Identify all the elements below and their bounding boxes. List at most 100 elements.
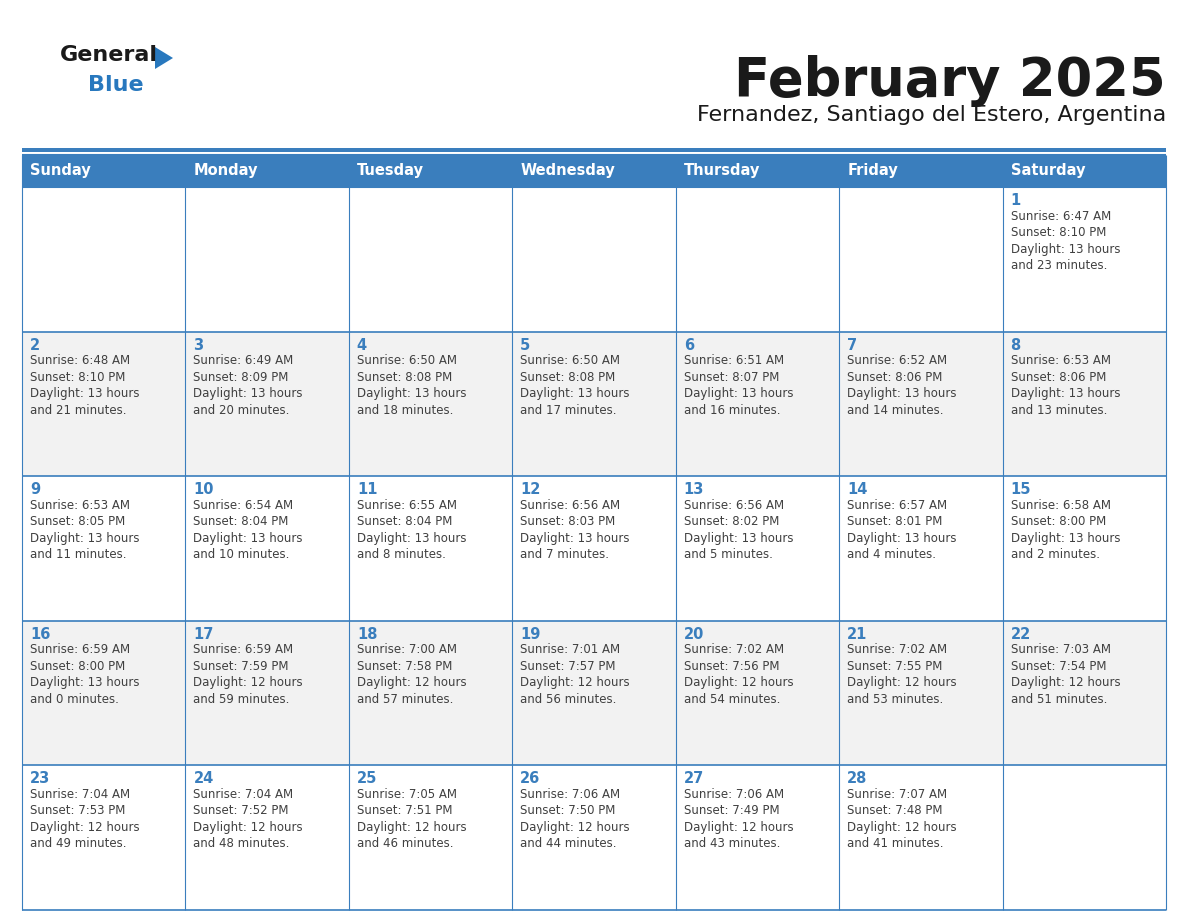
Text: Sunset: 8:02 PM: Sunset: 8:02 PM: [684, 515, 779, 528]
Text: 25: 25: [356, 771, 378, 787]
Text: Daylight: 12 hours: Daylight: 12 hours: [30, 821, 140, 834]
Text: Sunrise: 6:53 AM: Sunrise: 6:53 AM: [1011, 354, 1111, 367]
Text: Saturday: Saturday: [1011, 163, 1085, 178]
Text: and 57 minutes.: and 57 minutes.: [356, 693, 454, 706]
Text: Sunset: 7:55 PM: Sunset: 7:55 PM: [847, 660, 942, 673]
Text: Sunset: 7:54 PM: Sunset: 7:54 PM: [1011, 660, 1106, 673]
Text: 28: 28: [847, 771, 867, 787]
Text: 7: 7: [847, 338, 858, 353]
Text: and 43 minutes.: and 43 minutes.: [684, 837, 781, 850]
Text: Sunset: 8:05 PM: Sunset: 8:05 PM: [30, 515, 125, 528]
Text: and 41 minutes.: and 41 minutes.: [847, 837, 943, 850]
Text: Sunday: Sunday: [30, 163, 90, 178]
Text: and 21 minutes.: and 21 minutes.: [30, 404, 126, 417]
Text: Sunrise: 7:04 AM: Sunrise: 7:04 AM: [194, 788, 293, 800]
Text: and 53 minutes.: and 53 minutes.: [847, 693, 943, 706]
Bar: [185, 155, 349, 187]
Text: Sunrise: 6:57 AM: Sunrise: 6:57 AM: [847, 498, 947, 511]
Text: Sunset: 8:09 PM: Sunset: 8:09 PM: [194, 371, 289, 384]
Bar: [1003, 155, 1165, 187]
Text: Sunset: 7:51 PM: Sunset: 7:51 PM: [356, 804, 453, 817]
Text: Sunset: 8:10 PM: Sunset: 8:10 PM: [30, 371, 126, 384]
Text: and 54 minutes.: and 54 minutes.: [684, 693, 781, 706]
Text: 1: 1: [1011, 193, 1020, 208]
Text: Friday: Friday: [847, 163, 898, 178]
Text: 15: 15: [1011, 482, 1031, 498]
Text: Wednesday: Wednesday: [520, 163, 615, 178]
Text: 10: 10: [194, 482, 214, 498]
Bar: [23, 331, 185, 476]
Text: 14: 14: [847, 482, 867, 498]
Text: and 14 minutes.: and 14 minutes.: [847, 404, 943, 417]
Text: and 46 minutes.: and 46 minutes.: [356, 837, 454, 850]
Text: Sunrise: 6:52 AM: Sunrise: 6:52 AM: [847, 354, 947, 367]
Text: Daylight: 12 hours: Daylight: 12 hours: [1011, 677, 1120, 689]
Bar: [349, 476, 512, 621]
Bar: [676, 331, 839, 476]
Text: Daylight: 13 hours: Daylight: 13 hours: [684, 387, 794, 400]
Text: 24: 24: [194, 771, 214, 787]
Bar: [512, 331, 676, 476]
Text: 20: 20: [684, 627, 704, 642]
Text: Sunset: 7:48 PM: Sunset: 7:48 PM: [847, 804, 942, 817]
Text: 2: 2: [30, 338, 40, 353]
Bar: [185, 621, 349, 766]
Text: Sunset: 7:57 PM: Sunset: 7:57 PM: [520, 660, 615, 673]
Text: 22: 22: [1011, 627, 1031, 642]
Bar: [23, 187, 185, 331]
Text: Sunrise: 7:00 AM: Sunrise: 7:00 AM: [356, 644, 457, 656]
Text: Sunrise: 6:59 AM: Sunrise: 6:59 AM: [194, 644, 293, 656]
Bar: [839, 155, 1003, 187]
Text: and 56 minutes.: and 56 minutes.: [520, 693, 617, 706]
Text: Sunrise: 7:04 AM: Sunrise: 7:04 AM: [30, 788, 131, 800]
Text: and 0 minutes.: and 0 minutes.: [30, 693, 119, 706]
Text: Daylight: 12 hours: Daylight: 12 hours: [847, 821, 956, 834]
Text: Sunrise: 7:02 AM: Sunrise: 7:02 AM: [847, 644, 947, 656]
Text: Sunset: 8:04 PM: Sunset: 8:04 PM: [356, 515, 453, 528]
Bar: [839, 476, 1003, 621]
Text: Sunset: 8:08 PM: Sunset: 8:08 PM: [356, 371, 453, 384]
Text: Daylight: 13 hours: Daylight: 13 hours: [30, 387, 139, 400]
Text: Monday: Monday: [194, 163, 258, 178]
Bar: [512, 621, 676, 766]
Bar: [839, 331, 1003, 476]
Text: and 16 minutes.: and 16 minutes.: [684, 404, 781, 417]
Text: 13: 13: [684, 482, 704, 498]
Text: Sunset: 8:06 PM: Sunset: 8:06 PM: [1011, 371, 1106, 384]
Text: 19: 19: [520, 627, 541, 642]
Text: 11: 11: [356, 482, 378, 498]
Text: Daylight: 13 hours: Daylight: 13 hours: [847, 387, 956, 400]
Text: Blue: Blue: [88, 75, 144, 95]
Bar: [676, 621, 839, 766]
Text: Sunset: 8:07 PM: Sunset: 8:07 PM: [684, 371, 779, 384]
Text: Sunrise: 7:05 AM: Sunrise: 7:05 AM: [356, 788, 457, 800]
Text: and 23 minutes.: and 23 minutes.: [1011, 259, 1107, 272]
Bar: [512, 766, 676, 910]
Text: Sunrise: 6:47 AM: Sunrise: 6:47 AM: [1011, 209, 1111, 222]
Bar: [839, 187, 1003, 331]
Text: Sunset: 7:59 PM: Sunset: 7:59 PM: [194, 660, 289, 673]
Text: Sunset: 8:06 PM: Sunset: 8:06 PM: [847, 371, 942, 384]
Bar: [1003, 476, 1165, 621]
Bar: [1003, 621, 1165, 766]
Bar: [349, 766, 512, 910]
Text: Sunrise: 6:56 AM: Sunrise: 6:56 AM: [520, 498, 620, 511]
Text: Daylight: 13 hours: Daylight: 13 hours: [1011, 387, 1120, 400]
Text: and 8 minutes.: and 8 minutes.: [356, 548, 446, 561]
Text: and 44 minutes.: and 44 minutes.: [520, 837, 617, 850]
Bar: [23, 148, 1165, 152]
Text: Sunset: 8:04 PM: Sunset: 8:04 PM: [194, 515, 289, 528]
Text: Daylight: 13 hours: Daylight: 13 hours: [1011, 242, 1120, 255]
Bar: [1003, 187, 1165, 331]
Text: Sunrise: 6:56 AM: Sunrise: 6:56 AM: [684, 498, 784, 511]
Polygon shape: [154, 47, 173, 69]
Text: Daylight: 13 hours: Daylight: 13 hours: [1011, 532, 1120, 544]
Bar: [676, 187, 839, 331]
Bar: [349, 155, 512, 187]
Text: Daylight: 13 hours: Daylight: 13 hours: [194, 387, 303, 400]
Text: Sunrise: 6:58 AM: Sunrise: 6:58 AM: [1011, 498, 1111, 511]
Text: Fernandez, Santiago del Estero, Argentina: Fernandez, Santiago del Estero, Argentin…: [696, 105, 1165, 125]
Text: Daylight: 12 hours: Daylight: 12 hours: [847, 677, 956, 689]
Text: Sunrise: 7:02 AM: Sunrise: 7:02 AM: [684, 644, 784, 656]
Text: 26: 26: [520, 771, 541, 787]
